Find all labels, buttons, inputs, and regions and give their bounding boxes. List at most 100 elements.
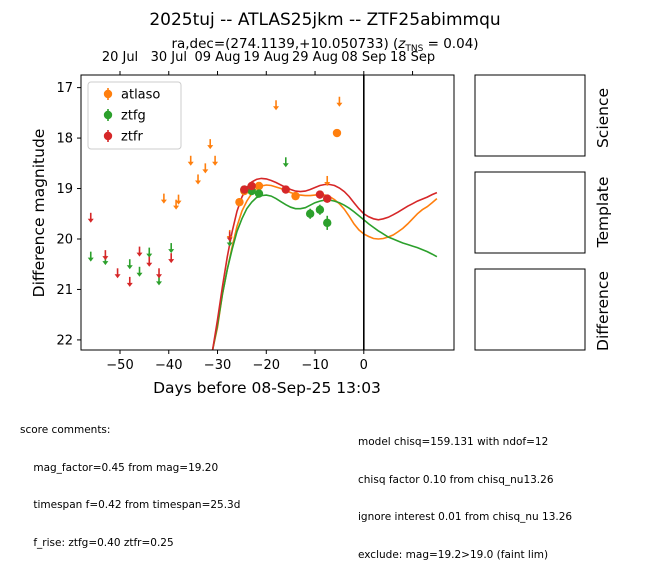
legend-entry-ztfr: ztfr (103, 130, 143, 145)
comment-line: exclude: mag=19.2>19.0 (faint lim) (358, 548, 549, 561)
x-tick-label: −30 (204, 358, 231, 373)
ztfr-upper-limit (168, 253, 175, 264)
ztfg-upper-limit (282, 157, 289, 168)
limit-arrowhead (195, 180, 202, 185)
comment-line: score comments: (20, 424, 111, 436)
limit-arrowhead (136, 272, 143, 277)
ztfr-model-curve (211, 177, 438, 350)
limit-arrowhead (160, 199, 167, 204)
limit-arrowhead (136, 252, 143, 257)
marker (315, 190, 325, 199)
ztfg-upper-limit (87, 251, 94, 262)
limit-arrowhead (226, 242, 233, 247)
atlaso-upper-limit (212, 155, 219, 166)
limit-arrowhead (146, 253, 153, 258)
difference-stamp-frame (474, 268, 586, 351)
comment-line: mag_factor=0.45 from mag=19.20 (20, 461, 219, 474)
x-tick-label: −10 (301, 358, 328, 373)
y-tick-label: 19 (56, 182, 73, 197)
x-axis: −50 −40 −30 −20 −10 0 (106, 350, 368, 373)
ztfr-point (315, 190, 325, 199)
limit-arrowhead (324, 181, 331, 186)
atlaso-model-curve (211, 184, 438, 350)
atlaso-upper-limit (202, 163, 209, 174)
ztfg-model-curve (211, 194, 438, 350)
y-tick-label: 18 (56, 132, 73, 147)
y-tick-label: 20 (56, 232, 73, 247)
atlaso-upper-limit (207, 139, 214, 150)
template-label: Template (594, 177, 612, 249)
y-axis-label: Difference magnitude (30, 129, 48, 298)
limit-arrowhead (168, 249, 175, 254)
side-panel-science: Science (474, 74, 612, 157)
atlaso-upper-limit (336, 96, 343, 107)
limit-arrowhead (336, 102, 343, 107)
marker (305, 209, 315, 218)
comment-line: chisq factor 0.10 from chisq_nu13.26 (358, 473, 554, 486)
side-panel-template: Template (474, 171, 612, 254)
limit-arrowhead (87, 257, 94, 262)
limit-arrowhead (146, 262, 153, 267)
x-tick-label: −40 (155, 358, 182, 373)
limit-arrowhead (156, 281, 163, 286)
marker (254, 189, 264, 198)
difference-label: Difference (594, 271, 612, 351)
atlaso-point (332, 128, 342, 138)
y-tick-label: 22 (56, 333, 73, 348)
score-comments: score comments: mag_factor=0.45 from mag… (20, 399, 240, 562)
top-date-axis: 20 Jul 30 Jul 09 Aug 19 Aug 29 Aug 08 Sep 18 S… (102, 50, 435, 75)
marker (240, 185, 249, 194)
atlaso-upper-limit (324, 175, 331, 186)
ztfg-upper-limit (126, 259, 133, 270)
limit-arrowhead (102, 256, 109, 261)
x-tick-label: 0 (360, 358, 368, 373)
chart-title: 2025tuj -- ATLAS25jkm -- ZTF25abimmqu (149, 10, 500, 30)
marker (254, 181, 264, 191)
ztfr-upper-limit (156, 268, 163, 279)
ztfr-point (323, 194, 332, 203)
legend-marker (103, 110, 113, 120)
side-panel-difference: Difference (474, 268, 612, 351)
top-axis-date-label: 20 Jul (102, 50, 138, 65)
legend-label: ztfr (121, 130, 143, 145)
data-points (87, 96, 343, 287)
x-tick-label: −20 (253, 358, 280, 373)
ztfg-upper-limit (146, 247, 153, 258)
limit-arrowhead (168, 259, 175, 264)
y-tick-label: 21 (56, 283, 73, 298)
limit-arrowhead (273, 106, 280, 111)
top-axis-date-label: 18 Sep (390, 50, 435, 65)
marker (332, 128, 342, 138)
plot-frame (80, 74, 455, 351)
legend-entry-ztfg: ztfg (103, 109, 146, 124)
ztfr-point (247, 181, 256, 191)
limit-arrowhead (212, 161, 219, 166)
ztfr-point (240, 185, 249, 194)
legend-label: atlaso (121, 88, 160, 103)
marker (291, 191, 300, 201)
limit-arrowhead (87, 218, 94, 223)
marker (323, 218, 332, 228)
ztfr-upper-limit (126, 276, 133, 287)
ztfg-point (305, 208, 315, 219)
y-axis: 17 18 19 20 21 22 (56, 81, 81, 348)
lightcurve-figure: 2025tuj -- ATLAS25jkm -- ZTF25abimmqu ra… (30, 10, 612, 397)
legend: atlaso ztfg ztfr (87, 81, 182, 150)
ztfr-upper-limit (102, 250, 109, 261)
legend-marker (103, 89, 113, 99)
top-axis-date-label: 08 Sep (341, 50, 386, 65)
ztfr-upper-limit (87, 212, 94, 223)
atlaso-upper-limit (273, 100, 280, 111)
limit-arrowhead (175, 200, 182, 205)
atlaso-point (254, 181, 264, 191)
atlaso-upper-limit (195, 174, 202, 185)
ztfg-upper-limit (168, 243, 175, 254)
marker (247, 181, 256, 191)
x-tick-label: −50 (106, 358, 133, 373)
comment-line: f_rise: ztfg=0.40 ztfr=0.25 (20, 536, 174, 549)
legend-box (87, 81, 182, 150)
marker (315, 205, 325, 214)
limit-arrowhead (202, 169, 209, 174)
y-tick-label: 17 (56, 81, 73, 96)
atlaso-upper-limit (175, 194, 182, 205)
